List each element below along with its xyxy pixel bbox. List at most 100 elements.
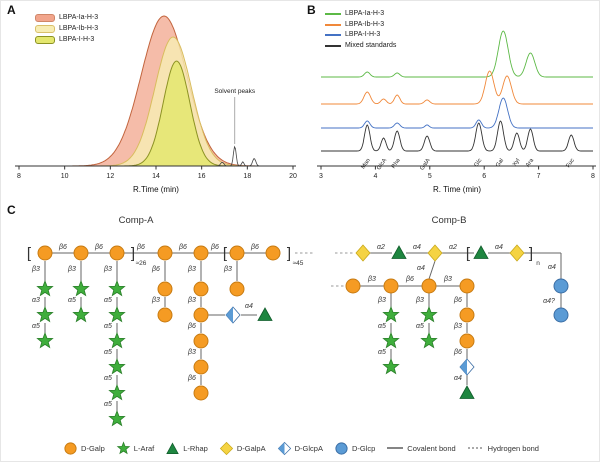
trace-Mixed standards [321, 120, 593, 152]
bracket-label: [ [466, 245, 471, 262]
sub-label: ≈26 [136, 260, 147, 267]
galp-node [193, 385, 209, 401]
legend-label: LBPA-Ib-H-3 [345, 20, 385, 28]
link-label: β3 [377, 297, 386, 304]
araf-node [382, 305, 400, 323]
link-label: α2 [377, 244, 385, 251]
panel-a-label: A [7, 3, 16, 17]
link-label: β6 [453, 349, 462, 356]
legend-item-galp: D-Galp [63, 441, 105, 456]
galp-node [229, 245, 245, 261]
galp-node [193, 307, 209, 323]
panel-b: B 3 4 5 6 7 8 R. Time (min) Man GlcA Rha GalA Glc Ga… [301, 1, 599, 201]
link-label: β3 [443, 276, 452, 283]
galp-node [265, 245, 281, 261]
link-label: β3 [187, 266, 196, 273]
legend-item: LBPA-Ia-H-3 [35, 14, 98, 22]
structure-title: Comp-A [119, 215, 155, 226]
araf-node [108, 305, 126, 323]
link-label: α4 [413, 244, 421, 251]
link-label: β3 [151, 297, 160, 304]
link-label: α4 [454, 375, 462, 382]
rhap-shape [166, 442, 179, 454]
araf-node [382, 357, 400, 375]
araf-node [420, 305, 438, 323]
annotation-text: Solvent peaks [214, 88, 256, 95]
panel-b-legend: LBPA-Ia-H-3 LBPA-Ib-H-3 LBPA-I-H-3 Mixed st… [325, 10, 396, 53]
bracket-label: [ [27, 245, 32, 262]
rhap-node [473, 245, 489, 259]
x-tick-label: 6 [482, 173, 486, 180]
standard-label: Fuc [565, 158, 576, 169]
legend-swatch [325, 12, 341, 15]
galp-node [157, 307, 173, 323]
glcp-shape [335, 441, 348, 455]
link-label: β6 [178, 244, 187, 251]
legend-item-glcp: D-Glcp [334, 441, 375, 456]
legend-item-covalent-bond: Covalent bond [386, 443, 456, 453]
covalent-bond [428, 260, 436, 280]
legend-label: Hydrogen bond [487, 443, 539, 453]
covalent-bond-icon [387, 447, 404, 449]
araf-node [108, 279, 126, 297]
sugar-legend: D-Galp L-Araf L-Rhap D-GalpA D-Glcp [1, 433, 599, 461]
galp-node [459, 333, 475, 349]
galpa-node [427, 244, 443, 262]
galpa-node [355, 244, 371, 262]
link-label: β3 [67, 266, 76, 273]
glcpa-halffill [278, 441, 285, 455]
legend-item: LBPA-Ib-H-3 [35, 25, 98, 33]
galp-node [157, 245, 173, 261]
araf-node [108, 409, 126, 427]
galp-node [193, 281, 209, 297]
link-label: α5 [104, 375, 112, 382]
standard-label: Gal [495, 158, 505, 169]
link-label: α5 [378, 323, 386, 330]
standard-label: Ara [525, 157, 536, 168]
x-tick-label: 7 [537, 173, 541, 180]
link-label: α5 [104, 323, 112, 330]
sub-label: n [536, 260, 540, 267]
legend-label: Covalent bond [407, 443, 456, 453]
araf-node [108, 383, 126, 401]
legend-swatch [325, 23, 341, 26]
legend-label: LBPA-Ib-H-3 [59, 25, 99, 33]
legend-item-glcpa: D-GlcpA [277, 441, 323, 456]
legend-swatch [35, 25, 55, 33]
link-label: β6 [250, 244, 259, 251]
standard-label: Man [360, 158, 371, 171]
legend-label: LBPA-I-H-3 [59, 36, 95, 44]
panel-c: C β6 β6 β6 β6 β6 β6[][] ≈26 ≈45 β3 α3 α5 β3 α5 β3 α5 α5… [1, 201, 599, 433]
link-label: α4 [495, 244, 503, 251]
link-label: α5 [68, 297, 76, 304]
legend-swatch [35, 36, 55, 44]
araf-node [36, 279, 54, 297]
galpa-node [509, 244, 525, 262]
rhap-node [459, 385, 475, 399]
araf-node [36, 305, 54, 323]
araf-node [36, 331, 54, 349]
bracket-label: ] [529, 245, 533, 262]
x-tick-label: 10 [61, 173, 69, 180]
bracket-label: [ [223, 245, 228, 262]
legend-label: LBPA-I-H-3 [345, 31, 381, 39]
x-axis-title: R.Time (min) [133, 185, 179, 194]
araf-node [72, 279, 90, 297]
link-label: β6 [453, 297, 462, 304]
legend-label: D-GlcpA [294, 443, 323, 453]
galp-node [193, 359, 209, 375]
legend-item: Mixed standards [325, 42, 396, 50]
standard-label: GalA [419, 158, 431, 172]
araf-node [382, 331, 400, 349]
araf-node [108, 357, 126, 375]
standard-label: GlcA [376, 158, 388, 172]
legend-item-rhap: L-Rhap [165, 441, 208, 456]
link-label: β3 [187, 349, 196, 356]
rhap-icon [166, 442, 179, 454]
rhap-node [391, 245, 407, 259]
x-tick-label: 4 [373, 173, 377, 180]
link-label: β3 [187, 297, 196, 304]
legend-label: LBPA-Ia-H-3 [345, 10, 385, 17]
x-tick-label: 18 [243, 173, 251, 180]
legend-item-araf: L-Araf [116, 440, 154, 456]
